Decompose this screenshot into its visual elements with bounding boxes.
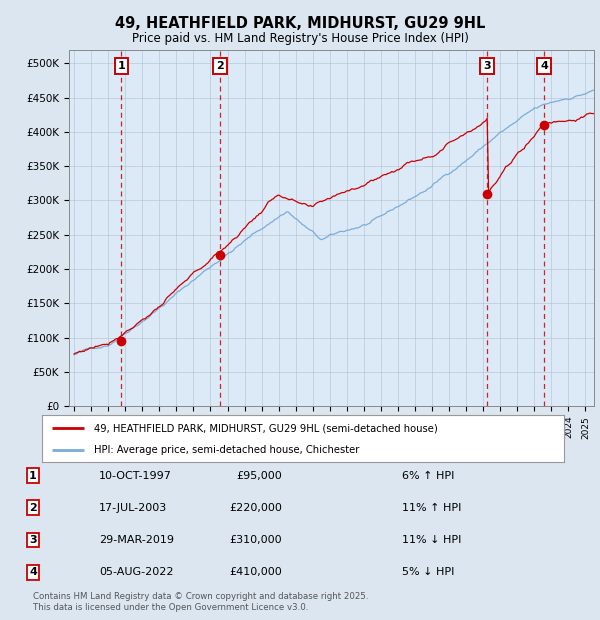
Text: 3: 3	[484, 61, 491, 71]
Text: 05-AUG-2022: 05-AUG-2022	[99, 567, 173, 577]
Text: Contains HM Land Registry data © Crown copyright and database right 2025.: Contains HM Land Registry data © Crown c…	[33, 592, 368, 601]
Text: 2: 2	[29, 503, 37, 513]
Text: 1: 1	[29, 471, 37, 480]
Text: £95,000: £95,000	[236, 471, 282, 480]
Text: 1: 1	[118, 61, 125, 71]
Text: £410,000: £410,000	[229, 567, 282, 577]
Text: £310,000: £310,000	[229, 535, 282, 545]
Text: 3: 3	[29, 535, 37, 545]
Text: 17-JUL-2003: 17-JUL-2003	[99, 503, 167, 513]
Text: 29-MAR-2019: 29-MAR-2019	[99, 535, 174, 545]
Text: This data is licensed under the Open Government Licence v3.0.: This data is licensed under the Open Gov…	[33, 603, 308, 612]
Text: 5% ↓ HPI: 5% ↓ HPI	[402, 567, 454, 577]
Text: £220,000: £220,000	[229, 503, 282, 513]
Text: Price paid vs. HM Land Registry's House Price Index (HPI): Price paid vs. HM Land Registry's House …	[131, 32, 469, 45]
Text: 49, HEATHFIELD PARK, MIDHURST, GU29 9HL: 49, HEATHFIELD PARK, MIDHURST, GU29 9HL	[115, 16, 485, 31]
Text: 6% ↑ HPI: 6% ↑ HPI	[402, 471, 454, 480]
Text: 11% ↓ HPI: 11% ↓ HPI	[402, 535, 461, 545]
Text: 11% ↑ HPI: 11% ↑ HPI	[402, 503, 461, 513]
Text: 2: 2	[216, 61, 224, 71]
Text: 4: 4	[541, 61, 548, 71]
Text: 49, HEATHFIELD PARK, MIDHURST, GU29 9HL (semi-detached house): 49, HEATHFIELD PARK, MIDHURST, GU29 9HL …	[94, 423, 438, 433]
Text: 10-OCT-1997: 10-OCT-1997	[99, 471, 172, 480]
Text: 4: 4	[29, 567, 37, 577]
Text: HPI: Average price, semi-detached house, Chichester: HPI: Average price, semi-detached house,…	[94, 445, 359, 455]
